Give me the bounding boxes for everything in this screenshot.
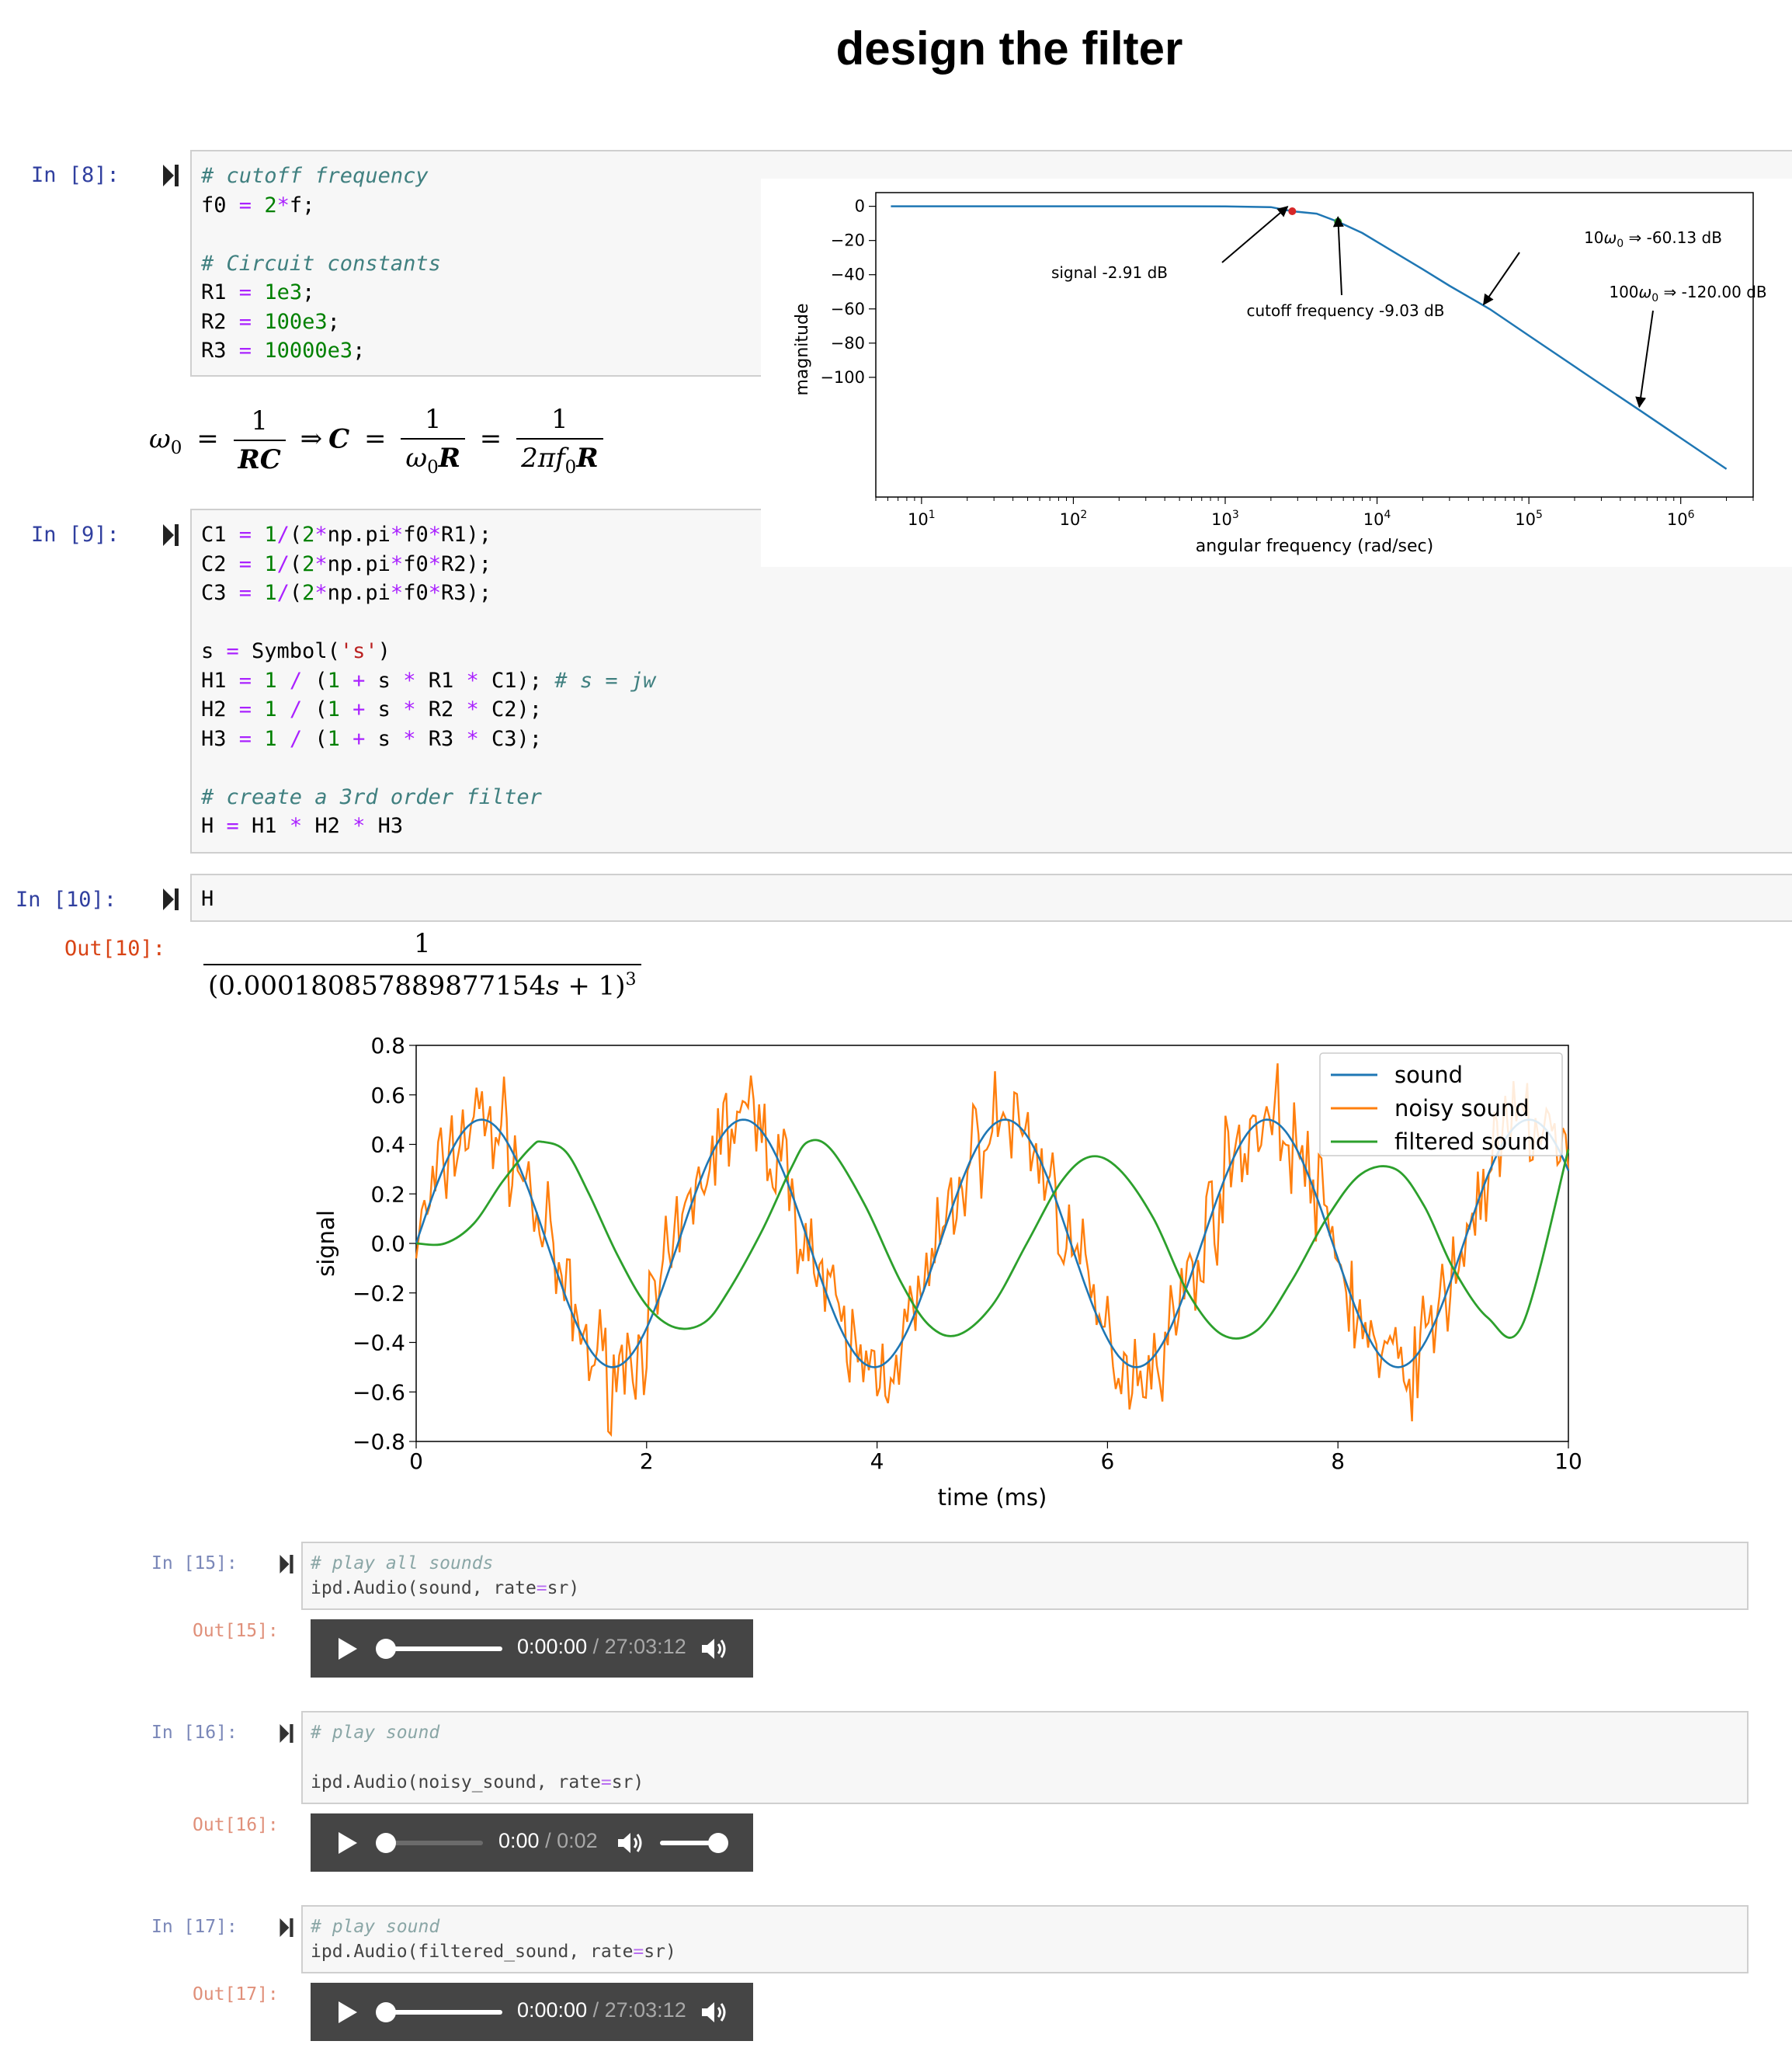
cutoff-equation: ω0 = 1 RC ⇒ C = 1 ω0R = 1 2πf0R [149,404,603,478]
seek-handle[interactable] [376,1833,396,1853]
cell-15-out-prompt: Out[15]: [193,1621,279,1641]
section-heading: design the filter [835,23,1183,75]
annotation-label: cutoff frequency -9.03 dB [1246,301,1444,320]
seek-bar[interactable] [376,1639,502,1659]
magnitude-line [891,205,1728,470]
x-tick-label: 104 [1363,509,1391,529]
cell-16-prompt: In [16]: [151,1723,238,1743]
noisy-sound-line [415,1063,1570,1438]
cell-15-input[interactable]: # play all sounds ipd.Audio(sound, rate=… [301,1542,1749,1610]
playback-time: 0:00:00 / 27:03:12 [517,1998,686,2022]
cell-17-out-prompt: Out[17]: [193,1984,279,2005]
bode-plot: 101 102 103 104 105 106 0 −20 −40 −60 −80 −100 angul… [793,192,1767,556]
transfer-function-output: 1 (0.000180857889877154s + 1)3 [203,928,641,1001]
bode-plot-panel: 101 102 103 104 105 106 0 −20 −40 −60 −80 −100 angul… [761,179,1792,567]
run-cell-icon[interactable] [280,1724,293,1743]
cell-10-out-prompt: Out[10]: [64,937,166,961]
x-tick-label: 8 [1331,1448,1345,1474]
cell-8-prompt: In [8]: [31,163,120,187]
plot-frame [875,192,1754,498]
y-tick-label: 0.2 [370,1181,405,1207]
audio-player: 0:00:00 / 27:03:12 [311,1983,753,2041]
legend-label: filtered sound [1394,1128,1550,1155]
audio-player: 0:00 / 0:02 [311,1813,753,1872]
cell-10-prompt: In [10]: [16,888,117,912]
play-icon[interactable] [337,2001,357,2023]
annotation-arrow [1221,206,1289,263]
y-tick-label: 0.4 [370,1132,405,1158]
run-cell-icon[interactable] [163,524,179,546]
run-cell-icon[interactable] [280,1555,293,1573]
seek-handle[interactable] [376,1639,396,1659]
y-tick-label: −0.6 [352,1379,405,1405]
x-tick-label: 106 [1667,509,1695,529]
legend-box [1319,1052,1563,1156]
playback-time: 0:00:00 / 27:03:12 [517,1635,686,1658]
run-cell-icon[interactable] [163,165,179,186]
cell-17-prompt: In [17]: [151,1917,238,1937]
annotation-label: 100ω0 ⇒ -120.00 dB [1609,283,1766,304]
run-cell-icon[interactable] [163,888,179,910]
signal-plot-panel: 0 2 4 6 8 10 0.8 0.6 0.4 0.2 0.0 −0.2 −0.4 −0.6 −0.8 ti… [295,1025,1615,1514]
play-icon[interactable] [337,1638,357,1660]
y-tick-label: −80 [831,334,865,353]
legend-label: noisy sound [1394,1095,1530,1121]
cell-10-input[interactable]: H [190,874,1792,922]
cell-16-out-prompt: Out[16]: [193,1815,279,1835]
seek-handle[interactable] [376,2002,396,2022]
y-tick-label: −0.2 [352,1281,405,1306]
cell-17-input[interactable]: # play sound ipd.Audio(filtered_sound, r… [301,1905,1749,1973]
y-tick-label: −20 [831,231,865,250]
x-tick-label: 101 [908,509,936,529]
volume-slider[interactable] [660,1833,728,1853]
y-tick-label: −0.8 [352,1429,405,1455]
x-tick-label: 6 [1100,1448,1114,1474]
y-tick-label: 0.0 [370,1231,405,1257]
y-tick-label: −0.4 [352,1330,405,1356]
x-axis-label: angular frequency (rad/sec) [1196,537,1433,556]
x-tick-label: 103 [1211,509,1239,529]
volume-icon[interactable] [702,2001,728,2024]
annotation-arrow [1482,252,1520,306]
x-tick-label: 10 [1554,1448,1582,1474]
y-axis-label: signal [313,1210,339,1277]
sound-line [415,1118,1570,1368]
y-tick-label: 0 [855,197,865,216]
x-tick-label: 2 [640,1448,654,1474]
legend-label: sound [1394,1062,1463,1088]
play-icon[interactable] [337,1832,357,1854]
x-axis-label: time (ms) [938,1484,1047,1511]
seek-bar[interactable] [376,2002,502,2022]
x-tick-label: 4 [870,1448,884,1474]
filtered-sound-line [415,1139,1570,1340]
y-tick-label: 0.6 [370,1083,405,1108]
volume-icon[interactable] [702,1637,728,1660]
run-cell-icon[interactable] [280,1918,293,1937]
cell-9-prompt: In [9]: [31,523,120,547]
annotation-arrow [1332,216,1344,296]
seek-bar[interactable] [376,1833,483,1853]
annotation-arrow [1635,310,1654,409]
y-tick-label: 0.8 [370,1033,405,1059]
volume-icon[interactable] [618,1831,644,1855]
y-tick-label: −100 [820,368,865,387]
audio-player: 0:00:00 / 27:03:12 [311,1619,753,1678]
y-tick-label: −40 [831,266,865,284]
annotation-label: signal -2.91 dB [1051,263,1168,282]
x-tick-label: 105 [1515,509,1543,529]
playback-time: 0:00 / 0:02 [498,1829,598,1852]
x-tick-label: 102 [1060,509,1088,529]
marker-point [1288,207,1297,216]
annotation-label: 10ω0 ⇒ -60.13 dB [1584,228,1722,250]
y-axis-label: magnitude [793,303,812,395]
signal-plot: 0 2 4 6 8 10 0.8 0.6 0.4 0.2 0.0 −0.2 −0.4 −0.6 −0.8 ti… [313,1033,1582,1511]
volume-handle[interactable] [708,1833,728,1853]
cell-15-prompt: In [15]: [151,1553,238,1573]
cell-16-input[interactable]: # play sound ipd.Audio(noisy_sound, rate… [301,1711,1749,1804]
x-tick-label: 0 [409,1448,423,1474]
y-tick-label: −60 [831,300,865,318]
